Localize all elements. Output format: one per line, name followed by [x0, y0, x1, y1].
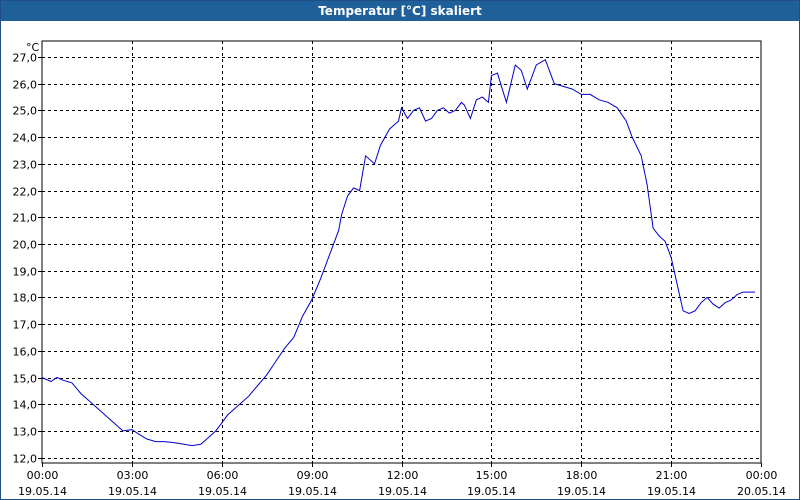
series-line-temperature	[41, 58, 755, 447]
x-tick-label-date: 19.05.14	[108, 485, 157, 498]
y-tick-label: 12,0	[13, 453, 38, 466]
x-tick-label-date: 19.05.14	[198, 485, 247, 498]
y-tick-label: 19,0	[13, 266, 38, 279]
y-tick-label: 26,0	[13, 79, 38, 92]
x-tick-label-time: 18:00	[566, 469, 598, 482]
y-tick-label: 13,0	[13, 426, 38, 439]
x-tick-label-time: 12:00	[387, 469, 419, 482]
y-tick-label: 15,0	[13, 373, 38, 386]
x-tick-label-date: 19.05.14	[288, 485, 337, 498]
x-tick-label-date: 19.05.14	[467, 485, 516, 498]
x-tick-label-date: 20.05.14	[737, 485, 786, 498]
y-tick-label: 23,0	[13, 159, 38, 172]
x-tick-label-time: 06:00	[207, 469, 239, 482]
x-axis: 00:00 19.05.14 03:00 19.05.14 06:00 19.05.14 0…	[18, 463, 786, 498]
y-tick-label: 24,0	[13, 132, 38, 145]
x-tick-label-time: 09:00	[297, 469, 329, 482]
y-tick-label: 16,0	[13, 346, 38, 359]
x-tick-label-time: 00:00	[27, 469, 59, 482]
y-tick-label: 14,0	[13, 399, 38, 412]
x-tick-label-date: 19.05.14	[378, 485, 427, 498]
grid	[42, 41, 761, 463]
window-title: Temperatur [°C] skaliert	[1, 1, 799, 21]
y-axis-unit-label: °C	[26, 41, 40, 54]
y-axis: 12,0 13,0 14,0 15,0 16,0 17,0 18,0 19,0 20,0 21,0…	[13, 52, 42, 466]
x-tick-label-date: 19.05.14	[18, 485, 67, 498]
x-tick-label-time: 21:00	[656, 469, 688, 482]
x-tick-label-date: 19.05.14	[557, 485, 606, 498]
y-tick-label: 21,0	[13, 212, 38, 225]
y-tick-label: 22,0	[13, 186, 38, 199]
x-tick-label-time: 15:00	[476, 469, 508, 482]
y-tick-label: 18,0	[13, 292, 38, 305]
x-tick-label-time: 00:00	[746, 469, 778, 482]
y-tick-label: 25,0	[13, 105, 38, 118]
y-tick-label: 27,0	[13, 52, 38, 65]
plot-frame	[41, 40, 762, 464]
x-tick-label-date: 19.05.14	[647, 485, 696, 498]
x-tick-label-time: 03:00	[117, 469, 149, 482]
temperature-chart: 12,0 13,0 14,0 15,0 16,0 17,0 18,0 19,0 20,0 21,0…	[13, 40, 786, 498]
y-tick-label: 20,0	[13, 239, 38, 252]
y-tick-label: 17,0	[13, 319, 38, 332]
